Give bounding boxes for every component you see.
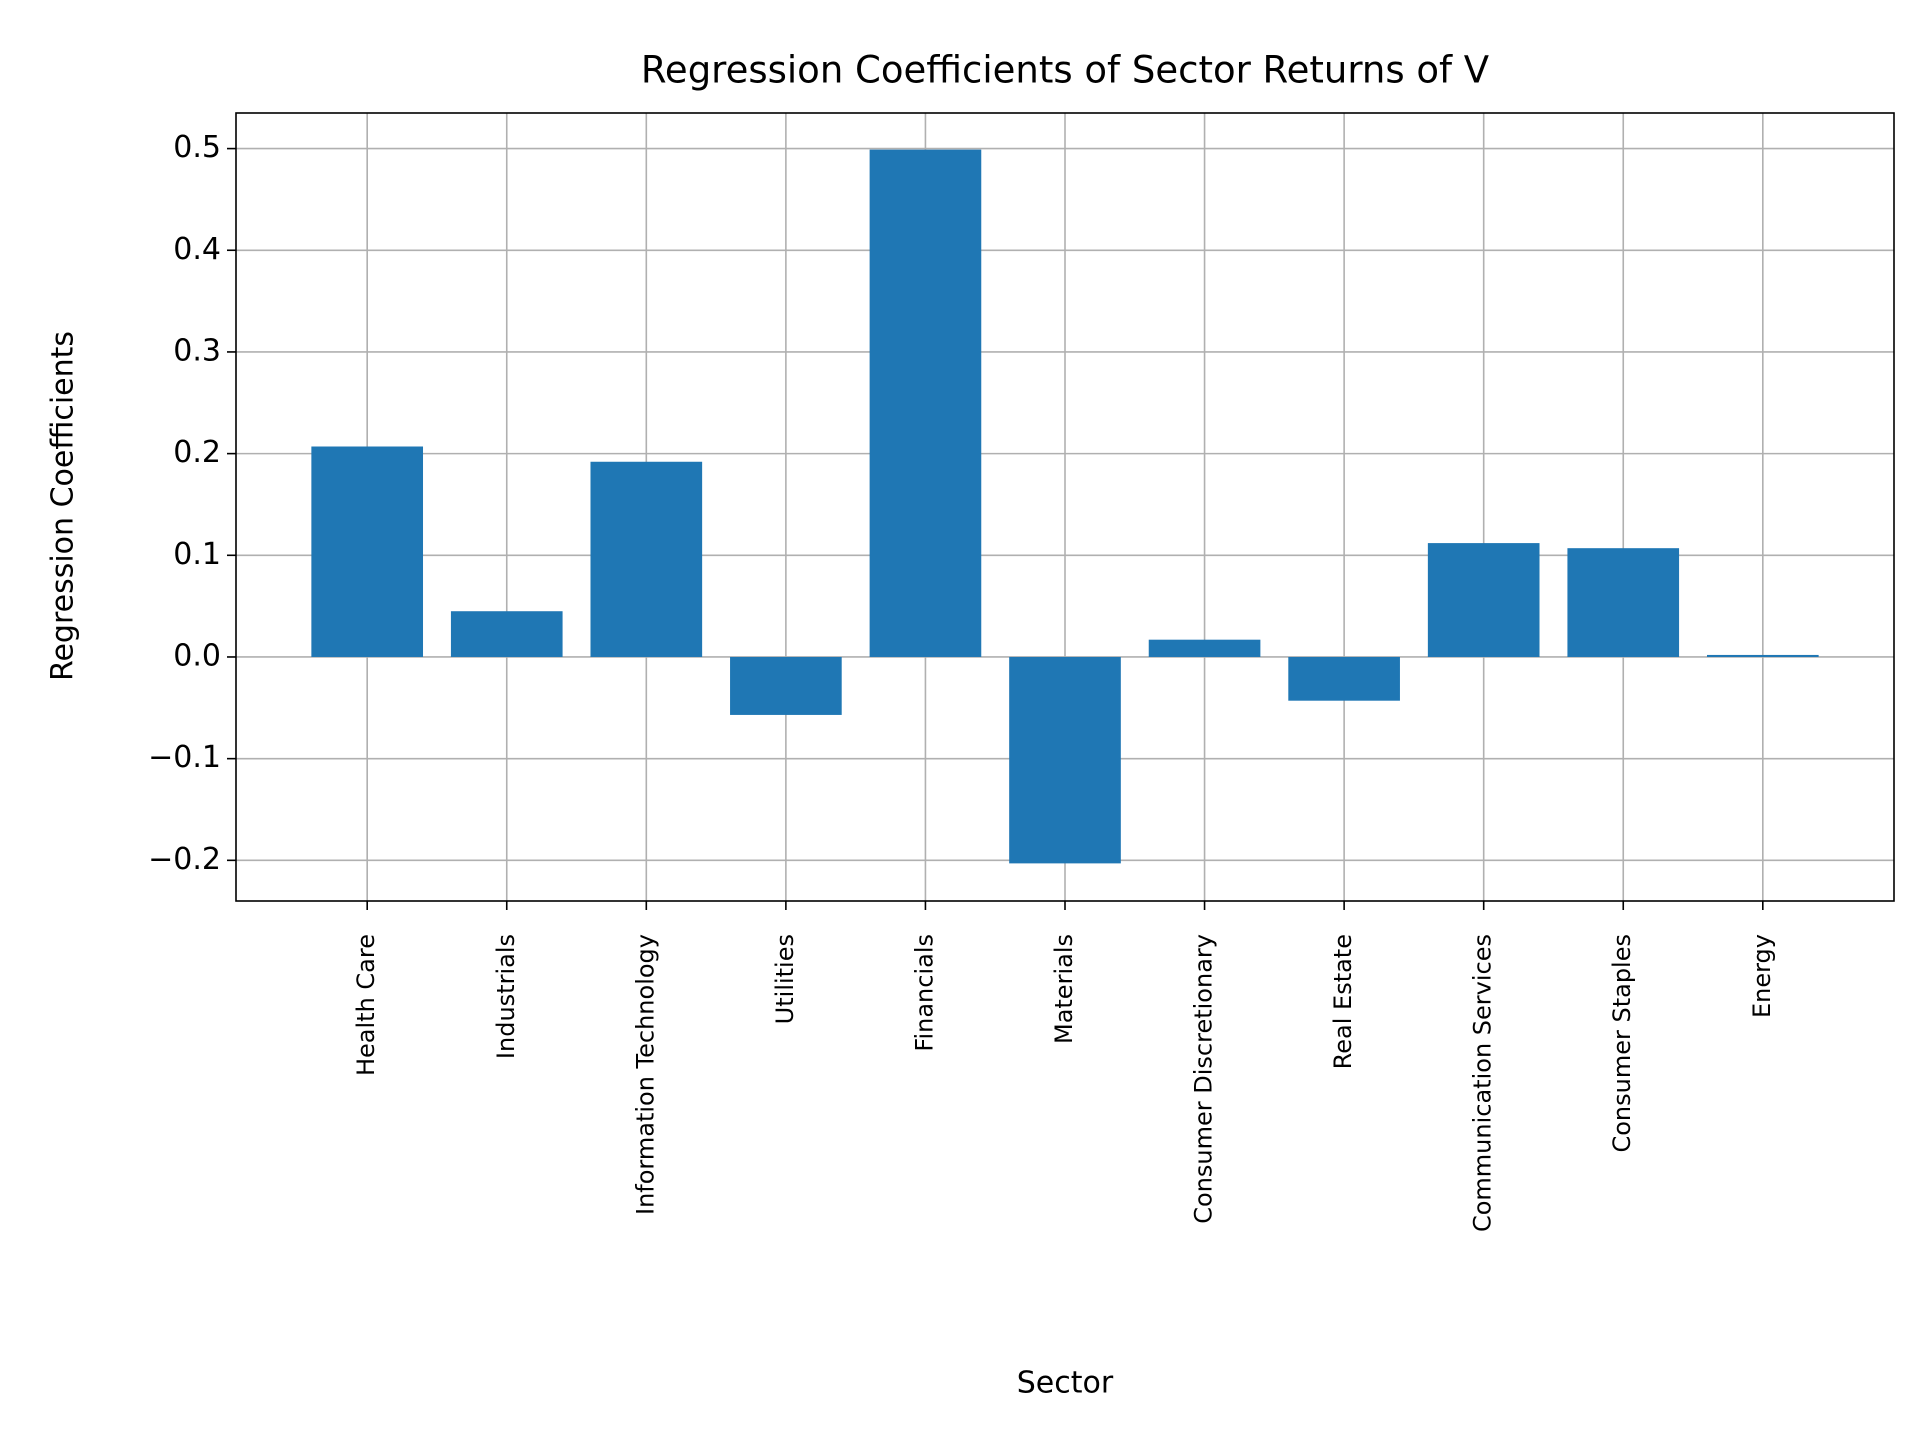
x-tick-label: Financials [910, 934, 938, 1052]
bar [450, 611, 563, 657]
y-tick-label: −0.2 [148, 842, 221, 877]
x-axis-label: Sector [1017, 1366, 1114, 1401]
bar [1288, 656, 1400, 701]
x-tick-label: Materials [1050, 934, 1078, 1044]
bar [1009, 656, 1121, 864]
y-tick-label: 0.5 [173, 130, 221, 165]
y-tick-label: 0.2 [173, 435, 221, 470]
y-tick-label: 0.1 [173, 537, 221, 572]
bar [1427, 543, 1540, 657]
bar [730, 656, 842, 715]
y-tick-label: 0.0 [173, 638, 221, 673]
y-axis-label: Regression Coefficients [46, 331, 81, 681]
y-tick-label: 0.4 [173, 232, 221, 267]
bar [1706, 654, 1819, 657]
chart-title: Regression Coefficients of Sector Return… [641, 49, 1489, 92]
x-tick-label: Utilities [771, 934, 799, 1024]
y-tick-label: 0.3 [173, 333, 221, 368]
bar [869, 149, 982, 657]
x-tick-label: Energy [1748, 934, 1776, 1018]
bar [1148, 639, 1261, 657]
x-tick-label: Health Care [352, 934, 380, 1076]
x-tick-label: Real Estate [1329, 934, 1357, 1069]
x-tick-label: Communication Services [1469, 934, 1497, 1232]
plot-frame [235, 112, 1895, 902]
bar [311, 446, 424, 657]
x-tick-label: Information Technology [631, 934, 659, 1215]
bar [1567, 548, 1680, 657]
bar [590, 461, 703, 657]
y-tick-label: −0.1 [148, 740, 221, 775]
x-tick-label: Industrials [492, 934, 520, 1059]
x-tick-label: Consumer Discretionary [1190, 934, 1218, 1224]
x-tick-label: Consumer Staples [1608, 934, 1636, 1153]
